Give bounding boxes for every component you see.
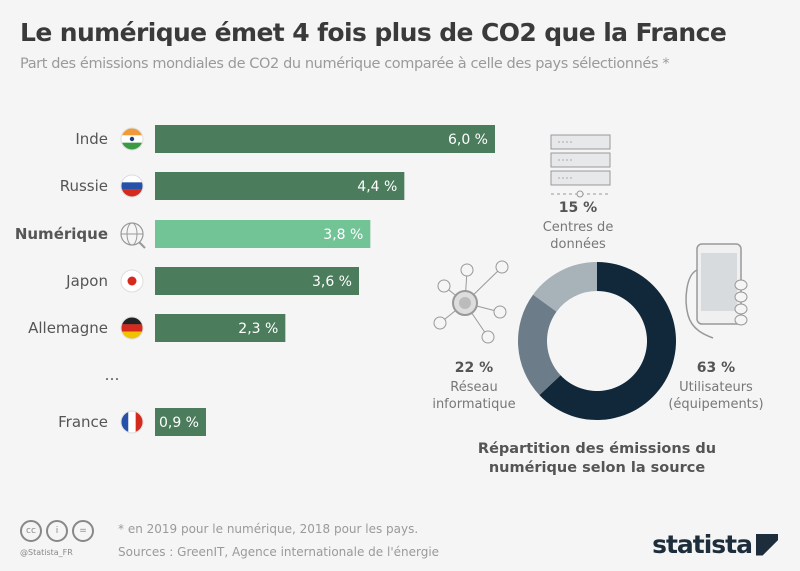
donut-title-line2: numérique selon la source [489, 460, 706, 476]
donut-slice [533, 262, 597, 312]
category-label: France [58, 413, 108, 431]
slice-value: 22 % [455, 360, 493, 376]
donut-title: Répartition des émissions du [478, 441, 716, 457]
bar [155, 172, 405, 200]
slice-label: Utilisateurs [679, 380, 753, 395]
france-flag-icon [120, 410, 144, 434]
bar-row: … [105, 366, 120, 384]
bar [155, 267, 359, 295]
network-icon [433, 260, 509, 344]
bar [155, 220, 371, 248]
bar [155, 408, 206, 436]
no-derivatives-icon: = [72, 520, 94, 542]
chart-subtitle: Part des émissions mondiales de CO2 du n… [20, 56, 670, 72]
russia-flag-icon [120, 174, 144, 198]
bar-row: Inde 6,0 % [75, 125, 495, 153]
bar-value-label: 2,3 % [238, 321, 278, 337]
statista-logo: statista [652, 530, 778, 559]
smartphone-icon [685, 243, 748, 339]
bar-value-label: 3,6 % [312, 274, 352, 290]
sources: Sources : GreenIT, Agence internationale… [118, 545, 440, 559]
logo-mark-icon [756, 533, 778, 556]
bar-row: Numérique 3,8 % [15, 220, 371, 249]
bar-row: Russie 4,4 % [60, 172, 405, 200]
category-label: Numérique [15, 225, 108, 243]
category-label: Inde [75, 130, 108, 148]
bar-row: Allemagne 2,3 % [28, 314, 286, 342]
slice-label: données [550, 237, 606, 252]
attribution-icon: i [46, 520, 68, 542]
bar-row: Japon 3,6 % [65, 267, 359, 295]
donut-label: 15 % Centres de données [543, 200, 614, 252]
cc-icon: cc [20, 520, 42, 542]
slice-label: Centres de [543, 220, 614, 235]
japan-flag-icon [120, 269, 144, 293]
slice-value: 15 % [559, 200, 597, 216]
slice-value: 63 % [697, 360, 735, 376]
footnote: * en 2019 pour le numérique, 2018 pour l… [118, 522, 419, 536]
bar-value-label: 4,4 % [357, 179, 397, 195]
bar-row: France 0,9 % [58, 408, 206, 436]
donut-slice [539, 262, 677, 421]
bar-value-label: 0,9 % [159, 415, 199, 431]
bar-value-label: 3,8 % [323, 227, 363, 243]
slice-label: Réseau [450, 380, 497, 395]
category-label: … [105, 366, 120, 384]
donut-label: 63 % Utilisateurs (équipements) [668, 360, 763, 412]
server-icon [550, 134, 611, 198]
bar [155, 314, 286, 342]
slice-label: informatique [432, 397, 515, 412]
twitter-handle: @Statista_FR [20, 548, 73, 557]
chart-title: Le numérique émet 4 fois plus de CO2 que… [20, 18, 727, 47]
donut-slice [518, 294, 561, 396]
bar-value-label: 6,0 % [448, 132, 488, 148]
germany-flag-icon [120, 316, 144, 340]
donut-label: 22 % Réseau informatique [432, 360, 515, 412]
category-label: Japon [65, 272, 108, 290]
logo-text: statista [652, 530, 753, 559]
slice-label: (équipements) [668, 397, 763, 412]
bar [155, 125, 495, 153]
category-label: Allemagne [28, 319, 108, 337]
globe-icon [120, 222, 146, 249]
category-label: Russie [60, 177, 108, 195]
india-flag-icon [120, 127, 144, 151]
